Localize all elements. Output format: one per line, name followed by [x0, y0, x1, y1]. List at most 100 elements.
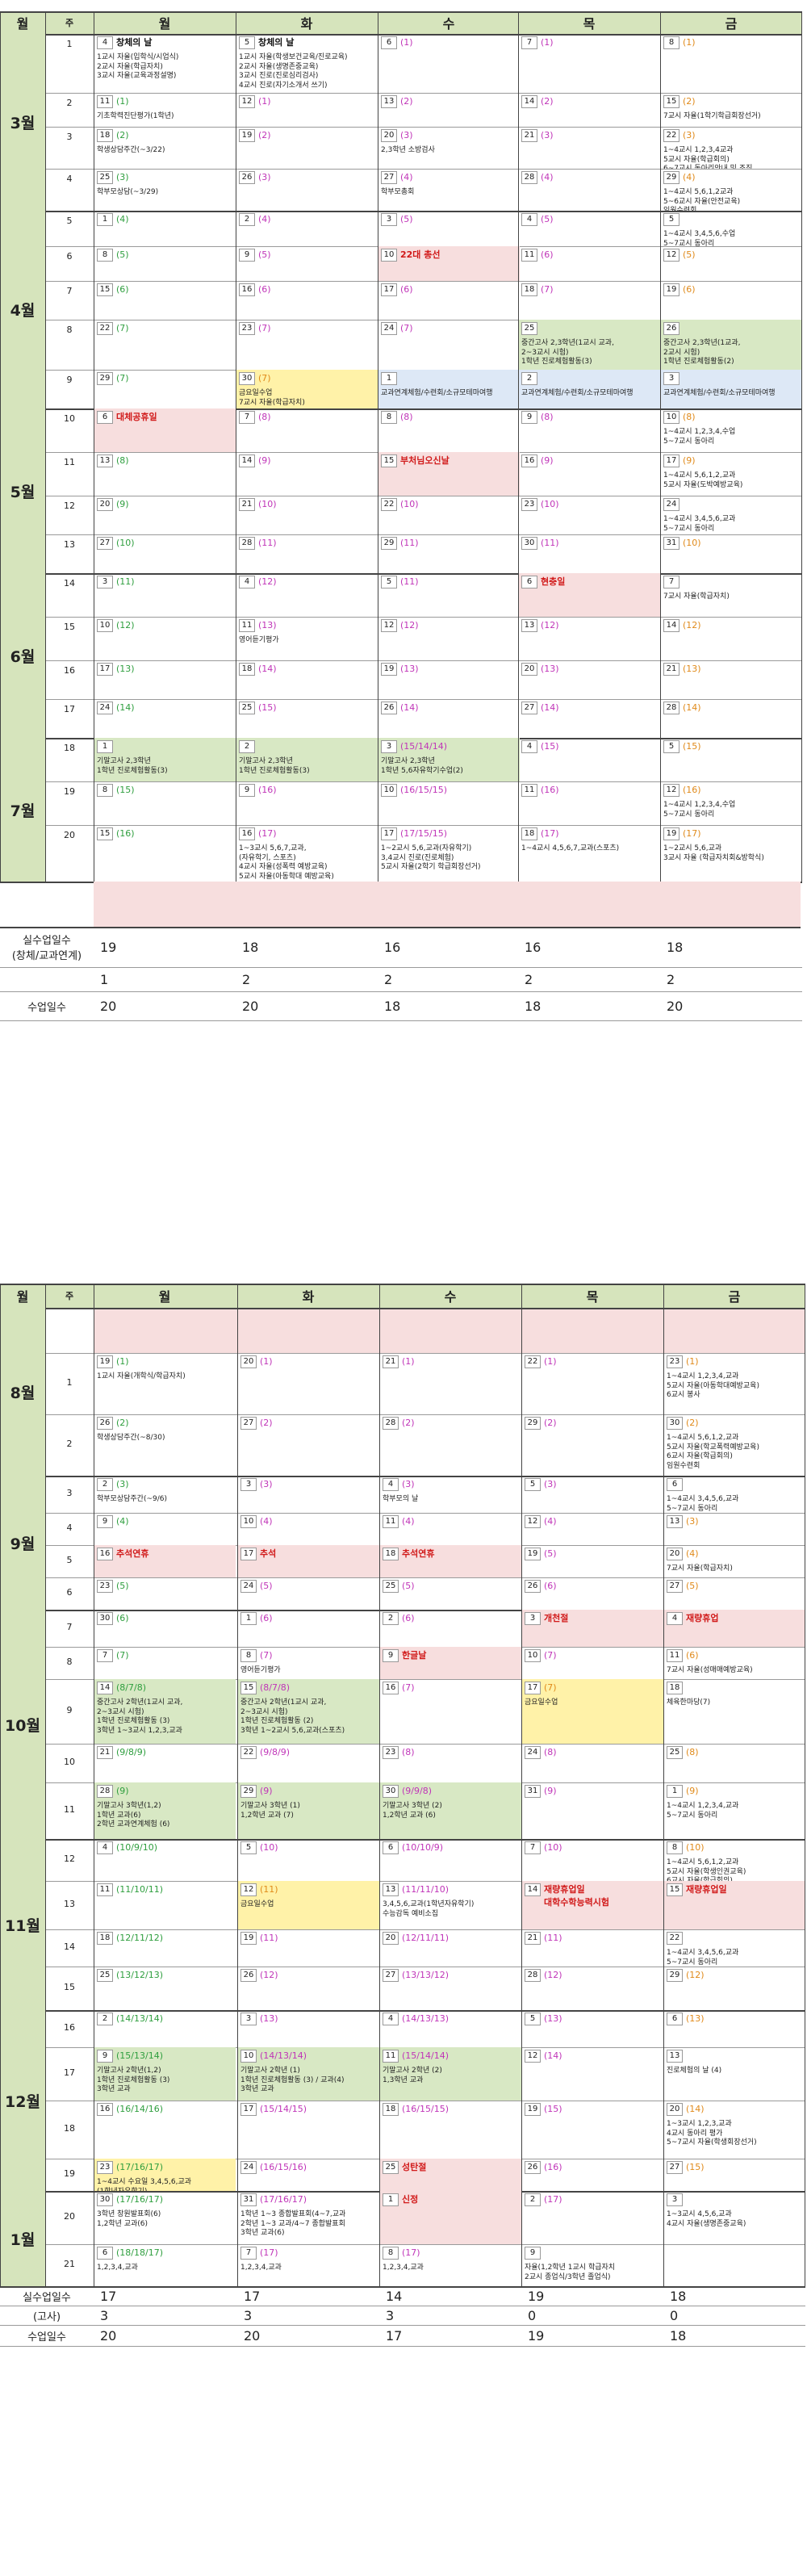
day-label: (8) [541, 412, 554, 422]
summary-value: 18 [670, 2288, 687, 2304]
day-cell: 23 (5) [94, 1577, 236, 1610]
day-label: (15) [541, 741, 559, 752]
day-label: (3) [116, 172, 129, 182]
day-label: 부처님오신날 [400, 455, 449, 466]
date-number: 23 [239, 322, 255, 335]
day-cell: 16 추석연휴 [94, 1545, 236, 1577]
date-number: 10 [240, 1515, 257, 1528]
summary-label: 수업일수 [27, 1001, 66, 1014]
day-label: (6) [116, 1613, 129, 1623]
day-cell: 15 부처님오신날 [378, 452, 520, 496]
month-label: 9월 [10, 1535, 36, 1553]
date-number: 8 [663, 36, 679, 49]
week-number: 19 [64, 786, 75, 797]
grid-line [518, 11, 519, 882]
day-notes: 기말고사 2,3학년 1학년 5,6자유학기수업(2) [381, 757, 463, 775]
day-cell: 21 (11) [521, 1929, 663, 1967]
summary-value: 2 [384, 971, 393, 987]
grid-line [45, 1679, 805, 1680]
day-label: (7) [400, 323, 413, 333]
month-block [0, 1308, 45, 1476]
day-label: (6) [683, 284, 696, 295]
day-cell: 18 체육한마당(7) [663, 1679, 805, 1744]
day-notes: 1,2,3,4,교과 [383, 2264, 424, 2272]
day-notes: 1~4교시 5,6,1,2,교과 5교시 자율(학생인권교육) 6교시 자율(학… [667, 1858, 746, 1881]
date-number: 20 [381, 129, 397, 142]
day-cell [663, 2244, 805, 2286]
day-label: (17) [260, 2247, 278, 2258]
day-label: (2) [402, 1418, 415, 1428]
day-label: (7) [116, 373, 129, 383]
date-number: 28 [525, 1969, 541, 1982]
date-number: 21 [525, 1932, 541, 1945]
day-cell: 19 (13) [378, 660, 520, 699]
day-cell: 24 1~4교시 3,4,5,6,교과 5~7교시 동아리 [660, 496, 802, 534]
day-label: (4) [258, 214, 271, 224]
summary-value: 14 [386, 2288, 403, 2304]
day-cell: 26 중간고사 2,3학년(1교과, 2교시 시험) 1학년 진로체험활동(2) [660, 320, 802, 370]
day-label: (10) [544, 1842, 562, 1853]
header-day: 월 [158, 1289, 171, 1305]
day-cell: 5 (15) [660, 738, 802, 781]
day-label: (2) [544, 1418, 557, 1428]
date-number: 27 [667, 1580, 683, 1593]
day-notes: 금요일수업 [240, 1900, 274, 1908]
date-number: 4 [521, 740, 537, 753]
day-cell: 8 (7) 영어듣기평가 [237, 1647, 379, 1679]
date-number: 6 [383, 1841, 399, 1854]
date-number: 18 [97, 1932, 113, 1945]
day-cell: 8 (15) [94, 781, 236, 825]
day-cell: 30 (7) 금요일수업 7교시 자율(학급자치) [236, 370, 378, 408]
day-notes: 1~2교시 5,6,교과(자유학기) 3,4교시 진로(진로체험) 5교시 자율… [381, 844, 481, 871]
date-number: 16 [239, 827, 255, 840]
day-label: (14) [400, 702, 419, 713]
summary-value: 18 [384, 998, 401, 1014]
date-number: 28 [239, 537, 255, 550]
day-label: (15) [686, 2162, 705, 2172]
date-number: 2 [383, 1612, 399, 1625]
day-label: (4) [686, 1548, 699, 1559]
date-number: 18 [521, 827, 537, 840]
day-cell: 12 (14) [521, 2047, 663, 2101]
day-label: (11) [400, 538, 419, 548]
day-cell: 7 (7) [94, 1647, 236, 1679]
date-number: 18 [383, 2103, 399, 2116]
day-cell: 1 (6) [237, 1610, 379, 1647]
date-number: 23 [521, 498, 537, 511]
day-cell: 24 (7) [378, 320, 520, 370]
day-notes: 중간고사 2,3학년(1교시 교과, 2~3교시 시험) 1학년 진로체험활동(… [521, 339, 614, 366]
day-cell: 4 (14/13/13) [379, 2010, 521, 2047]
day-cell: 24 (8) [521, 1744, 663, 1782]
day-label: (12) [541, 620, 559, 630]
header-day: 목 [586, 1289, 599, 1305]
day-cell: 27 (15) [663, 2159, 805, 2191]
day-cell: 25 (13/12/13) [94, 1967, 236, 2010]
day-notes: 영어듣기평가 [240, 1666, 281, 1674]
summary-value: 3 [244, 2307, 253, 2323]
date-number: 20 [667, 1548, 683, 1560]
date-number: 21 [97, 1746, 113, 1759]
day-cell: 28 (11) [236, 534, 378, 573]
day-cell: 18 (12/11/12) [94, 1929, 236, 1967]
day-label: (5) [116, 1581, 129, 1591]
day-notes: 1~4교시 3,4,5,6,교과 5~7교시 동아리 [667, 1949, 739, 1967]
month-label: 10월 [5, 1716, 40, 1735]
summary-value: 20 [242, 998, 259, 1014]
day-label: (17) [402, 2247, 420, 2258]
date-number: 5 [525, 1478, 541, 1491]
date-number: 17 [381, 827, 397, 840]
date-number: 6 [667, 1478, 683, 1491]
day-cell: 10 (8) 1~4교시 1,2,3,4,수업 5~7교시 동아리 [660, 408, 802, 452]
day-cell: 12 (4) [521, 1513, 663, 1545]
day-label: (6) [686, 1650, 699, 1661]
date-number: 21 [383, 1355, 399, 1368]
day-label: 성탄절 [402, 2162, 427, 2172]
week-number: 7 [66, 1622, 73, 1632]
day-cell: 29 (11) [378, 534, 520, 573]
day-cell: 13 (2) [378, 93, 520, 127]
grid-line [0, 1308, 805, 1309]
week-number: 4 [66, 174, 73, 184]
grid-line [45, 281, 802, 282]
date-number: 5 [381, 576, 397, 589]
week-number: 12 [64, 501, 75, 511]
